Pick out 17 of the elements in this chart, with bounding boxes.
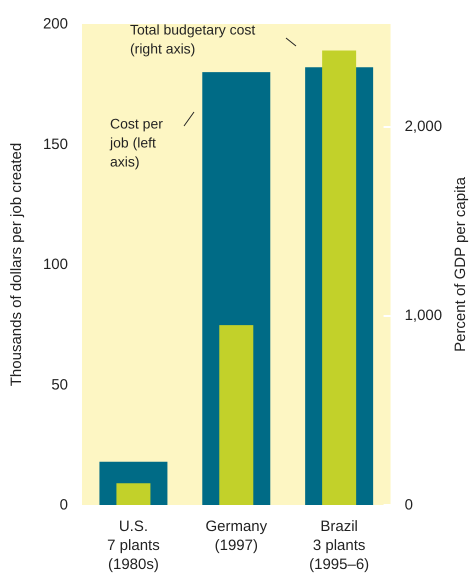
y-tick-label: 0 [60,496,68,514]
x-tick-label: U.S. 7 plants (1980s) [107,518,160,573]
y2-axis-title: Percent of GDP per capita [452,176,469,352]
y2-tick-label: 1,000 [404,307,442,324]
bar [219,325,254,505]
y-tick-label: 50 [51,376,68,394]
y-axis-title: Thousands of dollars per job created [8,142,25,386]
bar [116,483,150,505]
x-tick-label: Brazil 3 plants (1995–6) [309,518,370,573]
y-tick-label: 100 [42,256,68,273]
y2-tick-label: 0 [404,496,413,514]
y-tick-label: 200 [42,16,68,32]
annotation: Total budgetary cost (right axis) [130,22,256,56]
y2-tick-label: 2,000 [404,118,442,135]
annotation: Cost per job (left axis) [109,116,164,170]
x-tick-label: Germany (1997) [205,518,268,554]
y-tick-label: 150 [42,136,68,153]
